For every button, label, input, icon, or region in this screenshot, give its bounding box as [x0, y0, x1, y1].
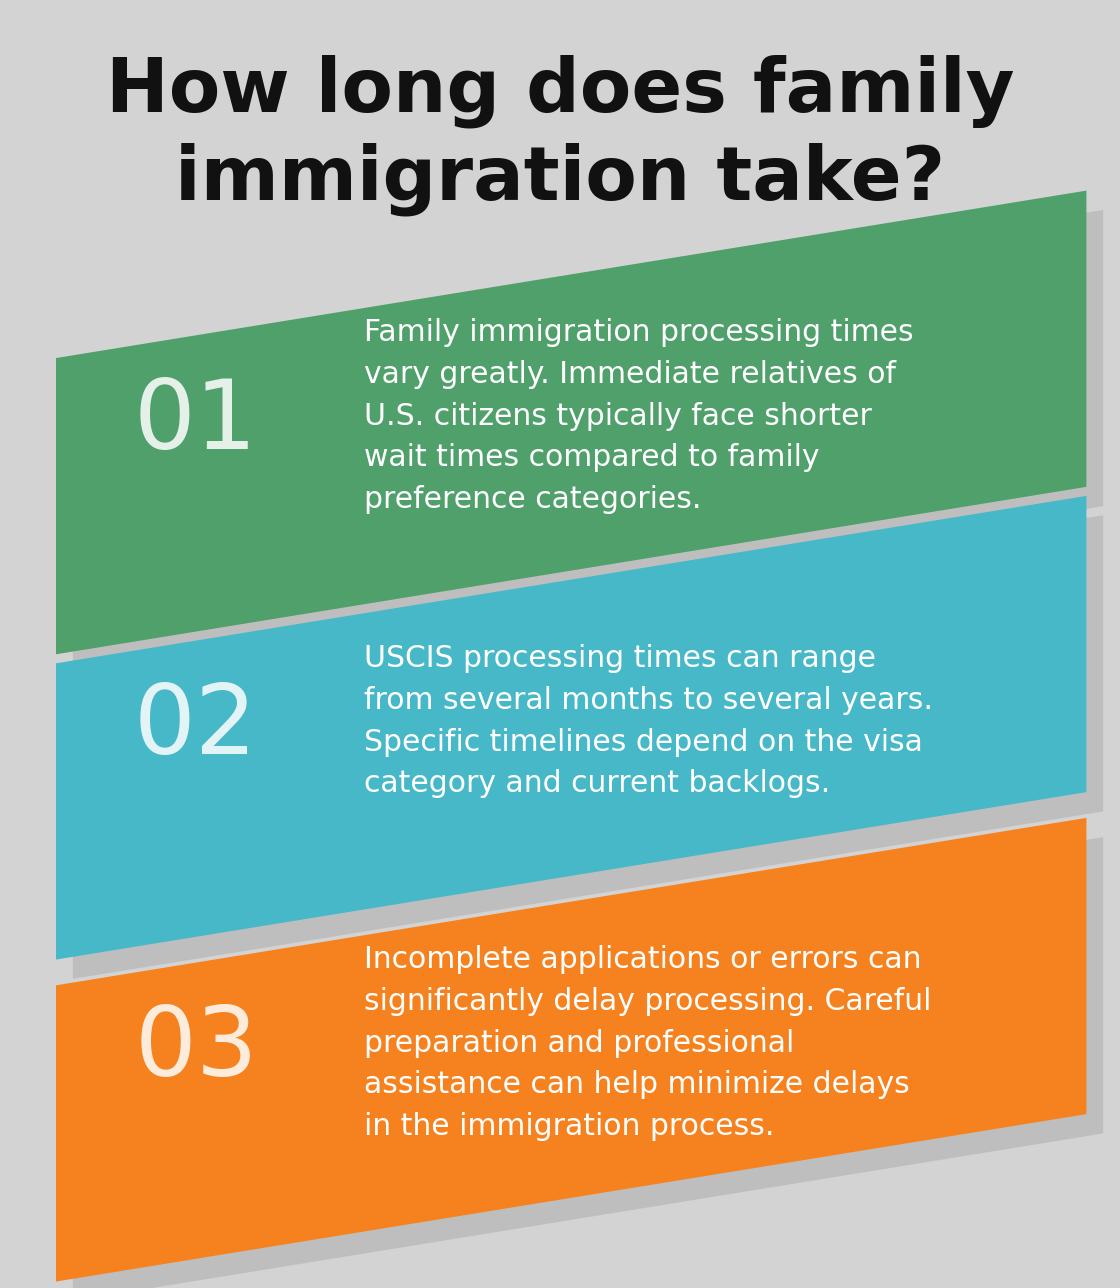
- Polygon shape: [56, 496, 1086, 960]
- Polygon shape: [73, 515, 1103, 979]
- Text: Family immigration processing times
vary greatly. Immediate relatives of
U.S. ci: Family immigration processing times vary…: [364, 318, 914, 514]
- Polygon shape: [56, 818, 1086, 1282]
- Polygon shape: [73, 837, 1103, 1288]
- Text: How long does family
immigration take?: How long does family immigration take?: [105, 54, 1015, 216]
- Text: Incomplete applications or errors can
significantly delay processing. Careful
pr: Incomplete applications or errors can si…: [364, 945, 932, 1141]
- Text: USCIS processing times can range
from several months to several years.
Specific : USCIS processing times can range from se…: [364, 644, 933, 799]
- Text: 02: 02: [134, 681, 258, 774]
- Polygon shape: [56, 191, 1086, 654]
- Text: 03: 03: [134, 1003, 258, 1096]
- Text: 01: 01: [134, 376, 258, 469]
- Polygon shape: [73, 210, 1103, 674]
